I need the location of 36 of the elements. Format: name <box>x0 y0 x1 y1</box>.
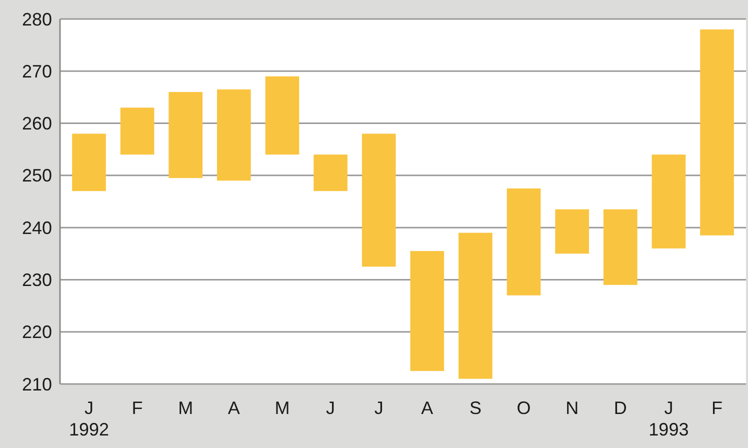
bar <box>603 209 638 285</box>
x-tick-label: F <box>132 398 143 418</box>
y-tick-label: 260 <box>22 114 52 134</box>
y-tick-label: 220 <box>22 322 52 342</box>
bar <box>72 134 106 192</box>
bar <box>652 154 686 248</box>
bar <box>700 29 734 236</box>
x-tick-label: M <box>274 398 290 418</box>
y-tick-label: 270 <box>22 61 52 82</box>
x-tick-label: D <box>614 398 627 418</box>
x-tick-label: O <box>516 398 531 418</box>
bar <box>217 89 251 181</box>
bar <box>168 92 203 178</box>
y-tick-label: 210 <box>22 374 52 394</box>
bar <box>555 209 589 254</box>
x-tick-label: M <box>178 398 194 418</box>
x-tick-label: J <box>326 398 336 418</box>
y-tick-label: 280 <box>22 9 52 30</box>
x-tick-label: J 1993 <box>648 398 689 440</box>
x-tick-label: J <box>374 398 384 418</box>
x-tick-label: F <box>712 398 723 418</box>
bar <box>506 188 541 296</box>
bar <box>120 108 154 155</box>
x-tick-label: J 1992 <box>68 398 110 440</box>
bar <box>458 232 492 379</box>
y-tick-label: 240 <box>22 218 52 238</box>
bar <box>265 76 300 155</box>
bar <box>362 134 396 267</box>
x-tick-label: A <box>228 398 240 418</box>
x-tick-label: A <box>421 398 434 418</box>
bar <box>314 154 348 192</box>
x-tick-label: N <box>566 398 579 418</box>
bar <box>410 251 444 371</box>
y-tick-label: 230 <box>22 270 52 290</box>
x-tick-label: S <box>469 398 482 418</box>
y-tick-label: 250 <box>22 166 52 186</box>
